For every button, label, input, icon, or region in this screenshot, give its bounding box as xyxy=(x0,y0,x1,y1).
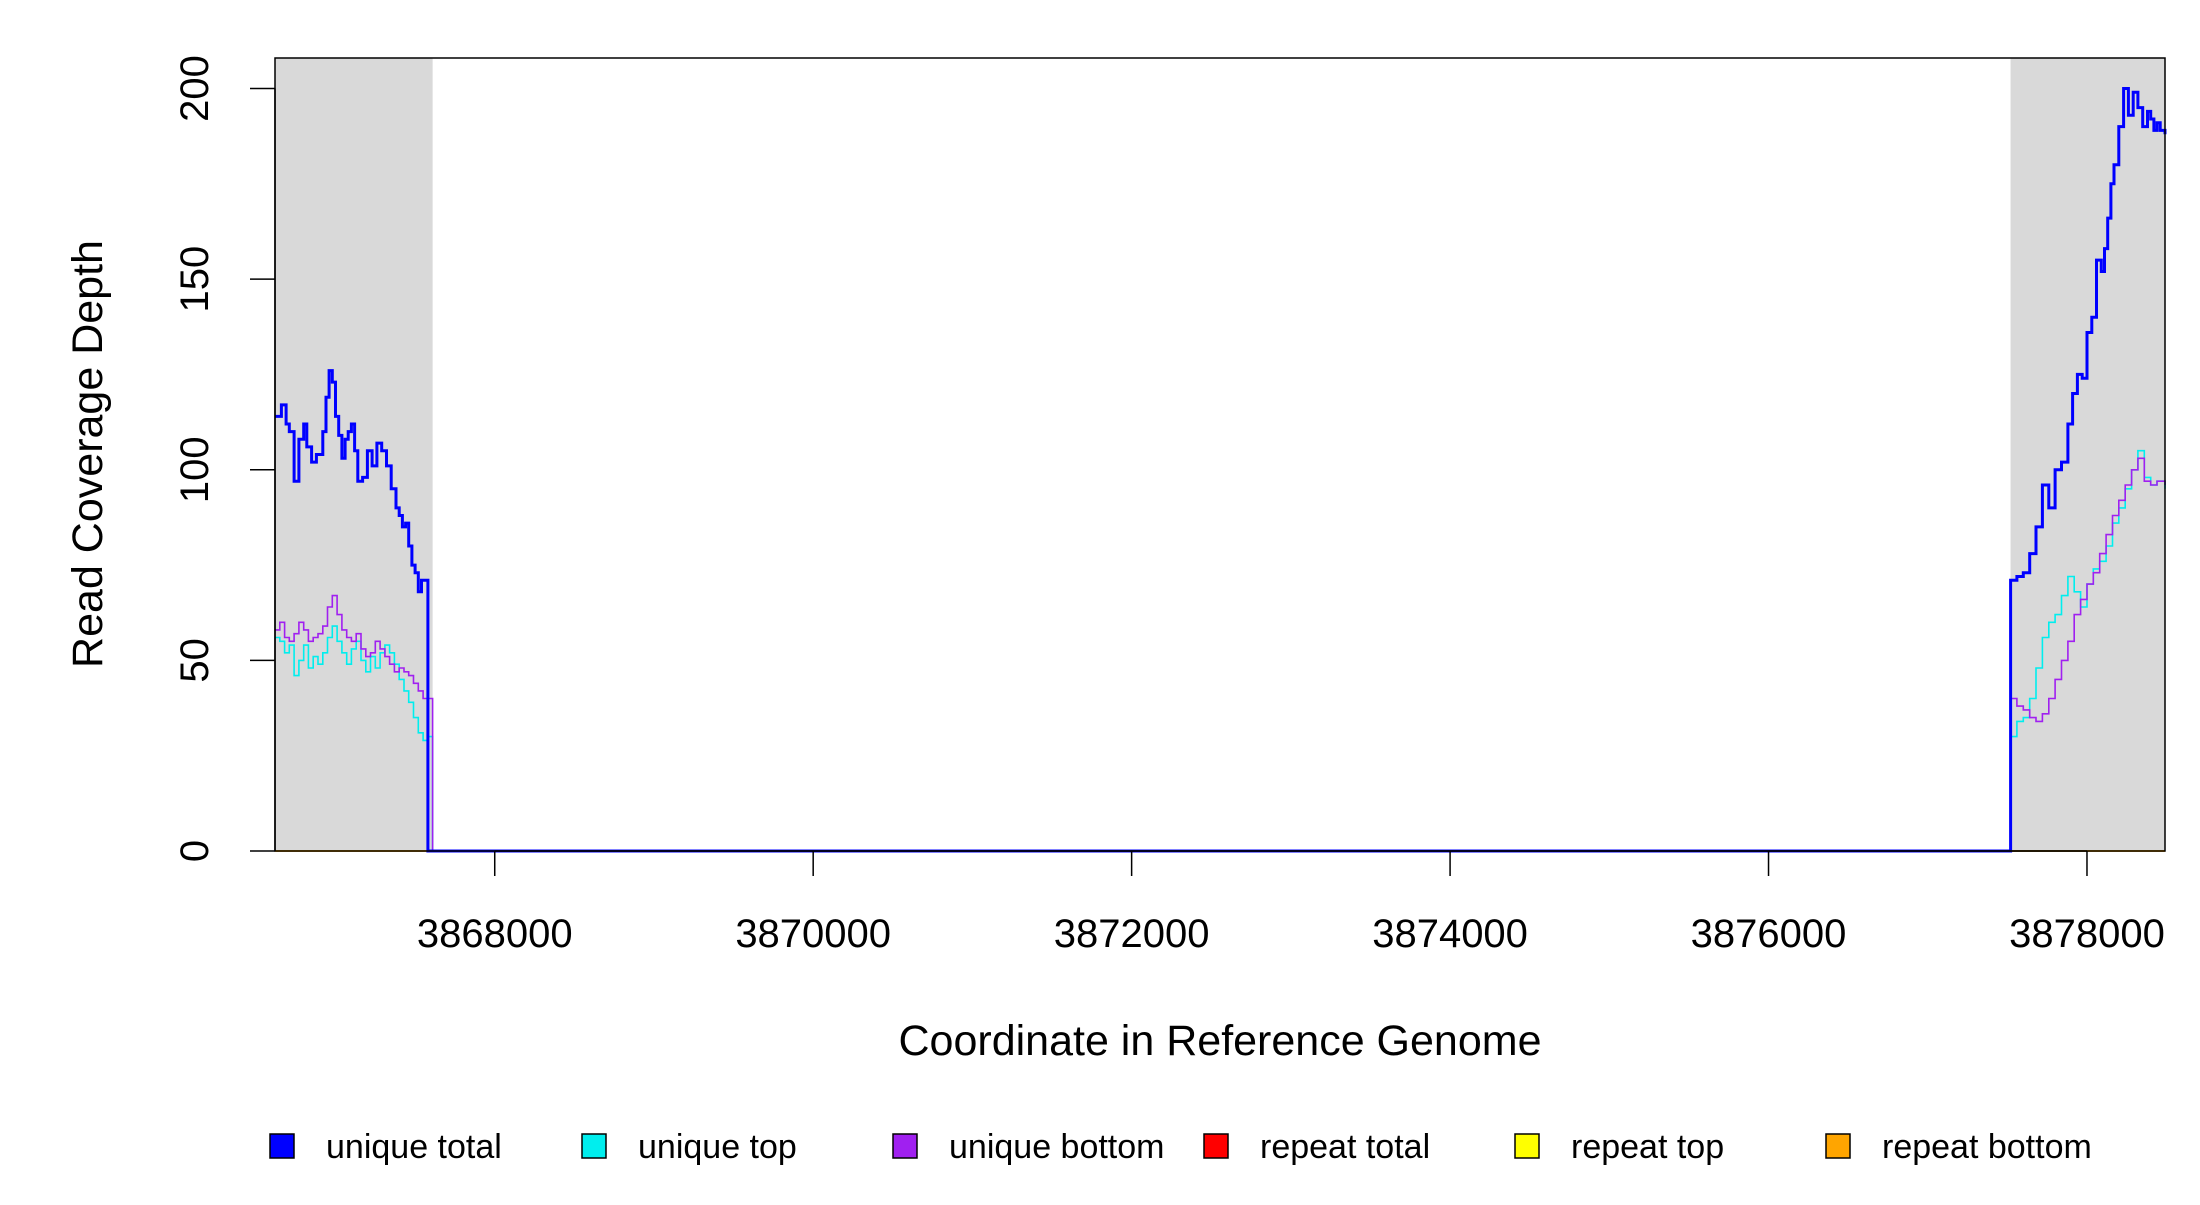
y-tick-label: 200 xyxy=(173,55,217,122)
x-tick-label: 3870000 xyxy=(735,912,891,956)
legend-swatch xyxy=(581,1133,607,1159)
legend-item: unique bottom xyxy=(892,1128,1165,1166)
legend-swatch xyxy=(269,1133,295,1159)
y-tick-label: 0 xyxy=(173,840,217,862)
x-tick-label: 3878000 xyxy=(2009,912,2165,956)
series-line-unique-top xyxy=(275,449,2166,852)
x-tick-label: 3872000 xyxy=(1054,912,1210,956)
plot-frame xyxy=(274,57,2166,852)
shaded-region xyxy=(2010,58,2165,851)
x-tick-label: 3868000 xyxy=(417,912,573,956)
y-axis-label: Read Coverage Depth xyxy=(64,240,112,668)
legend-item: unique top xyxy=(581,1128,797,1166)
shaded-region xyxy=(275,58,433,851)
x-tick-label: 3874000 xyxy=(1372,912,1528,956)
series-line-unique-bottom xyxy=(275,457,2166,852)
legend-item: unique total xyxy=(269,1128,502,1166)
x-axis: 3868000 3870000 3872000 3874000 3876000 38780… xyxy=(417,850,2165,956)
series-lines xyxy=(275,87,2167,853)
y-tick-label: 50 xyxy=(173,638,217,683)
x-tick-label: 3876000 xyxy=(1691,912,1847,956)
legend-swatch xyxy=(1203,1133,1229,1159)
series-line-unique-total xyxy=(275,87,2167,853)
legend-label: repeat top xyxy=(1571,1128,1724,1166)
legend-label: unique total xyxy=(326,1128,502,1166)
x-axis-label: Coordinate in Reference Genome xyxy=(899,1017,1542,1065)
legend-item: repeat total xyxy=(1203,1128,1430,1166)
legend-label: unique bottom xyxy=(949,1128,1165,1166)
y-tick-label: 100 xyxy=(173,436,217,503)
legend-label: unique top xyxy=(638,1128,797,1166)
legend-swatch xyxy=(892,1133,918,1159)
shaded-regions xyxy=(275,58,2165,851)
legend-label: repeat bottom xyxy=(1882,1128,2092,1166)
legend-label: repeat total xyxy=(1260,1128,1430,1166)
y-tick-label: 150 xyxy=(173,246,217,313)
legend-item: repeat top xyxy=(1514,1128,1724,1166)
legend-swatch xyxy=(1514,1133,1540,1159)
legend-swatch xyxy=(1825,1133,1851,1159)
legend-item: repeat bottom xyxy=(1825,1128,2092,1166)
y-axis: 0 50 100 150 200 xyxy=(173,55,276,862)
legend: unique total unique top unique bottom repea… xyxy=(269,1128,2092,1166)
